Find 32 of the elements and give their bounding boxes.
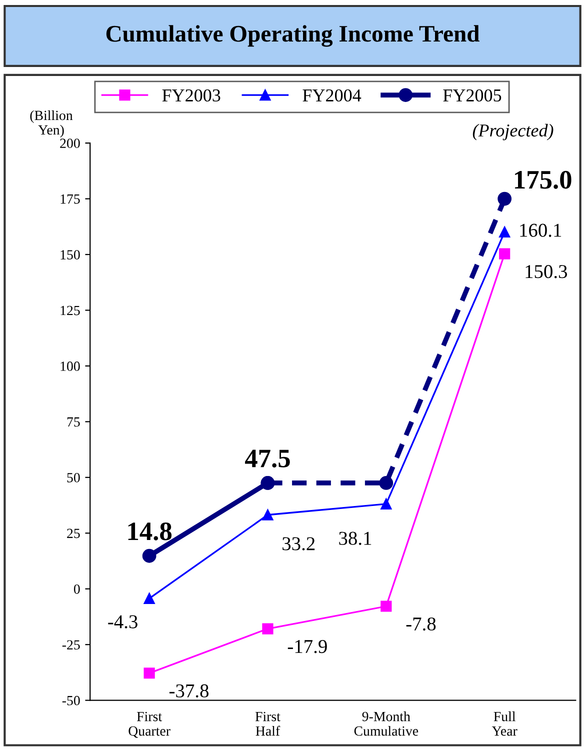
legend-label: FY2004 — [302, 89, 362, 102]
x-tick-label: First Quarter — [128, 712, 170, 738]
y-tick-label: -25 — [62, 640, 80, 650]
y-tick-label: 150 — [60, 250, 80, 260]
y-tick-label: 100 — [60, 362, 80, 371]
x-tick-label: First Half — [255, 712, 280, 736]
y-axis-title: (Billion Yen) — [30, 110, 73, 138]
y-tick-label: 0 — [74, 584, 80, 594]
y-tick-label: 75 — [67, 417, 80, 427]
y-tick-label: -50 — [62, 696, 80, 706]
y-tick-label: 25 — [67, 528, 80, 538]
data-label: -17.9 — [288, 640, 327, 654]
x-tick-label: 9-Month Cumulative — [354, 711, 418, 736]
legend-label: FY2003 — [162, 89, 220, 102]
data-label: 160.1 — [520, 224, 562, 237]
data-label: 150.3 — [526, 265, 568, 278]
y-tick-label: 200 — [60, 138, 80, 148]
data-label: 14.8 — [128, 522, 172, 540]
data-label: -7.8 — [406, 617, 436, 631]
data-label: 175.0 — [515, 170, 572, 189]
data-label: 33.2 — [282, 537, 315, 550]
data-label: -37.8 — [169, 684, 209, 698]
y-tick-label: 125 — [60, 306, 80, 316]
y-tick-label: 50 — [67, 472, 80, 482]
legend-label: FY2005 — [443, 89, 502, 102]
data-label: 47.5 — [245, 450, 290, 468]
y-tick-label: 175 — [60, 194, 80, 204]
data-label: 38.1 — [339, 532, 372, 545]
x-tick-label: Full Year — [492, 711, 518, 736]
text: (Projected) — [472, 124, 554, 140]
data-label: -4.3 — [108, 615, 138, 628]
chart-title: Cumulative Operating Income Trend — [106, 25, 480, 47]
